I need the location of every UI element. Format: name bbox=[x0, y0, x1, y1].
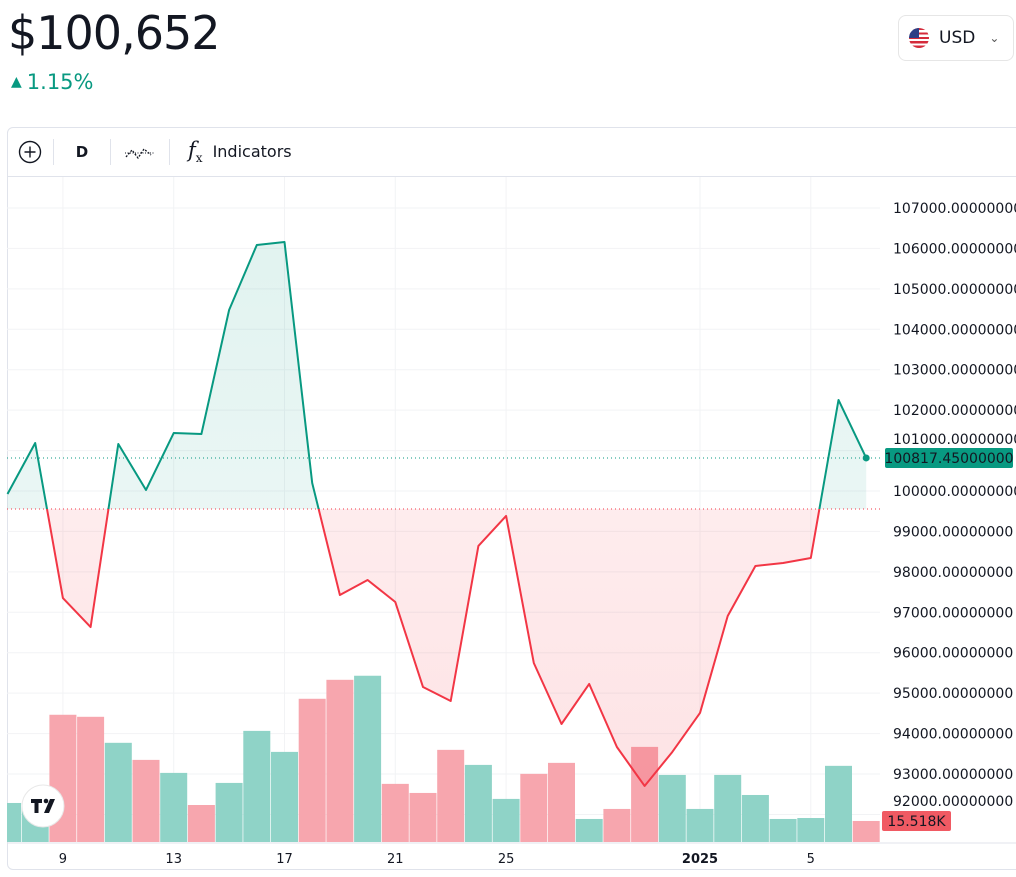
x-axis-label: 13 bbox=[165, 852, 182, 867]
volume-bar bbox=[797, 818, 825, 842]
divider bbox=[53, 138, 54, 165]
chart-type-button[interactable] bbox=[111, 127, 169, 176]
y-axis-label: 104000.00000000 bbox=[893, 322, 1016, 338]
currency-select[interactable]: USD ⌄ bbox=[898, 15, 1014, 61]
us-flag-icon bbox=[909, 28, 929, 48]
x-axis-label: 21 bbox=[387, 852, 404, 867]
logo-circle bbox=[21, 784, 65, 828]
current-price: $100,652 bbox=[8, 6, 220, 60]
down-area-fill bbox=[46, 508, 820, 786]
change-percent: 1.15% bbox=[26, 70, 94, 94]
last-volume-badge bbox=[882, 811, 951, 831]
y-axis-label: 100000.00000000 bbox=[893, 484, 1016, 500]
y-axis-label: 107000.00000000 bbox=[893, 201, 1016, 217]
volume-bar bbox=[658, 774, 686, 842]
volume-bar bbox=[381, 783, 409, 842]
baseline-chart-icon bbox=[125, 147, 155, 159]
y-axis-label: 92000.00000000 bbox=[893, 794, 1013, 810]
fx-icon: fx bbox=[188, 137, 203, 166]
volume-bar bbox=[77, 716, 105, 842]
volume-bar bbox=[326, 679, 354, 842]
volume-bar bbox=[437, 749, 465, 842]
y-axis-label: 99000.00000000 bbox=[893, 524, 1013, 540]
y-axis-label: 98000.00000000 bbox=[893, 565, 1013, 581]
volume-bar bbox=[492, 798, 520, 842]
tradingview-logo-icon bbox=[21, 784, 65, 828]
volume-bar bbox=[548, 762, 575, 842]
volume-bar bbox=[187, 805, 215, 842]
y-axis-label: 95000.00000000 bbox=[893, 686, 1013, 702]
volume-bar bbox=[215, 782, 243, 842]
plus-circle-icon bbox=[18, 140, 42, 163]
indicators-label: Indicators bbox=[212, 142, 292, 161]
indicators-button[interactable]: fx Indicators bbox=[170, 127, 292, 176]
y-axis-label: 102000.00000000 bbox=[893, 403, 1016, 419]
divider bbox=[169, 138, 170, 165]
y-axis-label: 96000.00000000 bbox=[893, 646, 1013, 662]
volume-bar bbox=[7, 802, 21, 842]
logo-mark bbox=[44, 799, 55, 813]
volume-bar bbox=[298, 698, 326, 842]
volume-bar bbox=[603, 808, 631, 842]
volume-bar bbox=[520, 773, 548, 842]
chart-toolbar: D fx Indicators bbox=[7, 127, 1016, 177]
y-axis-label: 94000.00000000 bbox=[893, 727, 1013, 743]
add-button[interactable] bbox=[7, 127, 53, 176]
y-axis-label: 97000.00000000 bbox=[893, 605, 1013, 621]
last-price-badge bbox=[885, 447, 1013, 468]
price-line-down bbox=[45, 508, 821, 787]
up-area-fill bbox=[7, 241, 867, 509]
y-axis-label: 105000.00000000 bbox=[893, 282, 1016, 298]
interval-button[interactable]: D bbox=[75, 142, 89, 161]
volume-bar bbox=[464, 764, 492, 842]
logo-dot bbox=[43, 798, 49, 804]
volume-bar bbox=[271, 751, 298, 842]
x-axis-label: 25 bbox=[498, 852, 515, 867]
volume-bar bbox=[741, 794, 769, 842]
y-axis-label: 93000.00000000 bbox=[893, 767, 1013, 783]
volume-bar bbox=[409, 792, 437, 842]
x-axis-label: 17 bbox=[276, 852, 293, 867]
last-volume-label: 15.518K bbox=[887, 814, 946, 830]
chevron-down-icon: ⌄ bbox=[989, 31, 1000, 45]
currency-label: USD bbox=[939, 28, 976, 48]
volume-bar bbox=[354, 675, 382, 842]
volume-bar bbox=[825, 765, 852, 842]
logo-mark bbox=[31, 799, 42, 813]
volume-bar bbox=[575, 818, 603, 842]
volume-bar bbox=[686, 808, 714, 842]
last-price-label: 100817.45000000 bbox=[884, 451, 1013, 467]
y-axis-label: 101000.00000000 bbox=[893, 432, 1016, 448]
volume-bar bbox=[769, 818, 797, 842]
x-axis-label: 9 bbox=[59, 852, 67, 867]
y-axis-label: 106000.00000000 bbox=[893, 241, 1016, 257]
volume-bar bbox=[104, 742, 132, 842]
volume-bar bbox=[243, 730, 271, 842]
price-line-up bbox=[6, 240, 868, 509]
last-price-dot bbox=[862, 454, 870, 462]
up-arrow-icon: ▲ bbox=[11, 74, 22, 90]
volume-bar bbox=[160, 772, 188, 842]
y-axis-label: 103000.00000000 bbox=[893, 363, 1016, 379]
price-change: ▲ 1.15% bbox=[11, 70, 94, 94]
x-axis-label: 2025 bbox=[682, 852, 718, 867]
volume-bar bbox=[714, 774, 742, 842]
x-axis-label: 5 bbox=[807, 852, 815, 867]
volume-bar bbox=[852, 820, 880, 842]
divider bbox=[110, 138, 111, 165]
volume-bar bbox=[132, 759, 160, 842]
